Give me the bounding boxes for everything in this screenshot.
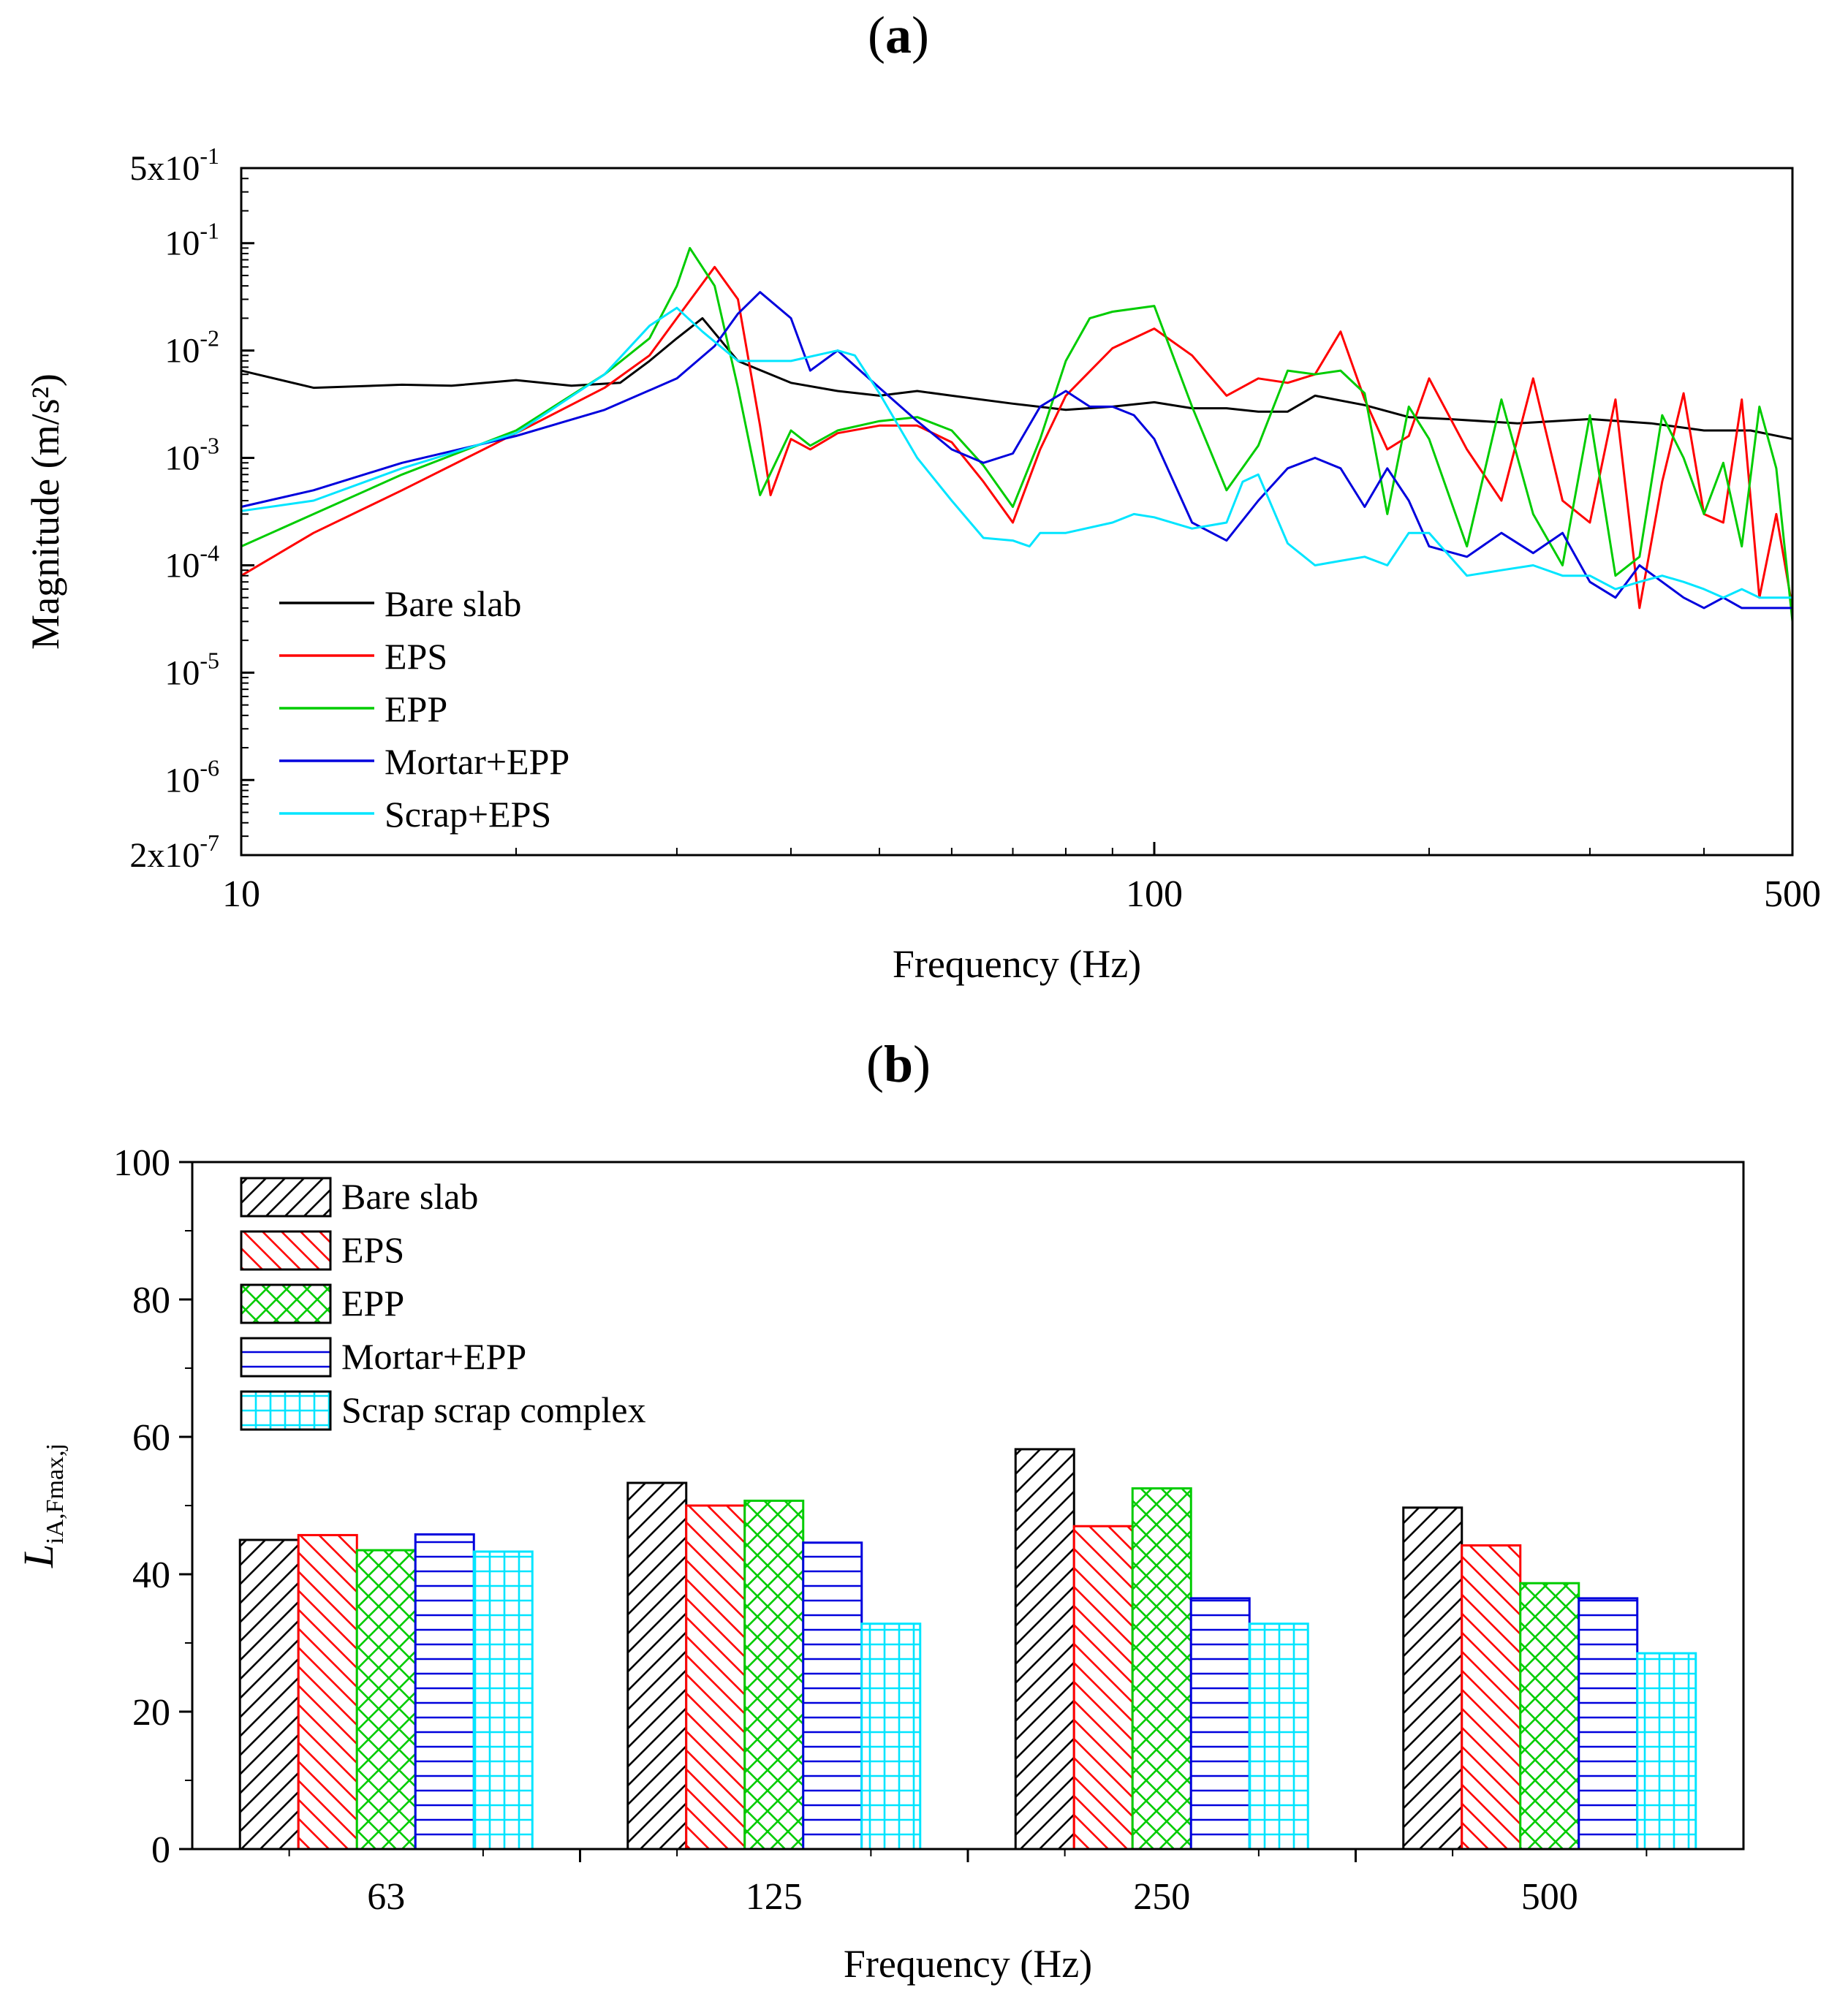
panel-b-bars-group	[238, 1448, 1697, 1851]
y-tick-label: 10-2	[164, 325, 219, 371]
x-tick-label: 500	[1521, 1876, 1578, 1918]
bar-mortar-epp-500	[1578, 1597, 1639, 1851]
y-tick-label: 2x10-7	[129, 830, 219, 875]
y-tick-exponent: -4	[200, 539, 219, 566]
y-tick-label: 10-4	[164, 539, 219, 585]
bar-scrap-scrap-complex-250	[1248, 1622, 1309, 1851]
y-tick-label: 5x10-1	[129, 143, 219, 188]
legend-label-bare-slab: Bare slab	[385, 583, 521, 624]
bar-eps-125	[685, 1504, 746, 1851]
bar-bare-slab-500	[1402, 1506, 1463, 1851]
panel-b-ticks: 0 20 40 60 80 100 63 125 250 500	[113, 1142, 1648, 1918]
legend-label-epp: EPP	[341, 1283, 404, 1324]
y-tick-mantissa: 5x10	[129, 149, 200, 188]
bar-eps-63	[297, 1533, 358, 1851]
bar-bare-slab-250	[1014, 1448, 1075, 1851]
y-tick-mantissa: 2x10	[129, 836, 200, 875]
series-line-scrap-eps	[241, 306, 1792, 599]
y-tick-label: 0	[151, 1829, 170, 1871]
y-tick-mantissa: 10	[164, 546, 200, 585]
y-tick-exponent: -5	[200, 647, 219, 673]
legend-label-mortar-epp: Mortar+EPP	[385, 741, 569, 782]
bar-eps-250	[1072, 1525, 1134, 1851]
y-tick-label: 10-5	[164, 647, 219, 692]
y-tick-mantissa: 10	[164, 439, 200, 478]
bar-epp-125	[743, 1499, 805, 1851]
panel-a-ticks: 10 100 5005x10-110-110-210-310-410-510-62x…	[129, 143, 1821, 915]
y-tick-label: 40	[132, 1555, 170, 1596]
legend-label-scrap-scrap-complex: Scrap scrap complex	[341, 1389, 646, 1430]
y-tick-mantissa: 10	[164, 653, 200, 692]
bar-epp-63	[355, 1549, 417, 1851]
panel-a-letter: a	[885, 6, 912, 64]
y-tick-label: 60	[132, 1417, 170, 1459]
bar-scrap-scrap-complex-125	[860, 1622, 922, 1851]
panel-b-bar-chart: 0 20 40 60 80 100 63 125 250 500 Bare slab EPS EPP M…	[15, 1142, 1745, 1986]
legend-label-bare-slab: Bare slab	[341, 1176, 478, 1217]
panel-b-legend: Bare slab EPS EPP Mortar+EPP Scrap scrap com…	[240, 1176, 646, 1431]
panel-b-label: (b)	[866, 1035, 931, 1093]
x-tick-label: 63	[367, 1876, 405, 1918]
x-tick-label: 10	[222, 873, 260, 915]
panel-b-y-label-sub: iA,Fmax,j	[42, 1443, 69, 1544]
x-tick-label: 250	[1133, 1876, 1190, 1918]
bar-scrap-scrap-complex-500	[1636, 1652, 1697, 1851]
bar-scrap-scrap-complex-63	[472, 1550, 534, 1851]
y-tick-label: 10-1	[164, 218, 219, 263]
legend-label-scrap-eps: Scrap+EPS	[385, 794, 551, 835]
panel-b-y-axis-label: LiA,Fmax,j	[15, 1443, 69, 1568]
bar-eps-500	[1461, 1544, 1522, 1851]
panel-a-y-axis-label: Magnitude (m/s²)	[23, 373, 67, 650]
bar-mortar-epp-250	[1189, 1597, 1251, 1851]
x-tick-label: 500	[1764, 873, 1821, 915]
bar-mortar-epp-63	[414, 1533, 475, 1851]
panel-b-y-label-main: L	[15, 1544, 62, 1568]
y-tick-exponent: -3	[200, 433, 219, 459]
y-tick-exponent: -1	[200, 143, 219, 169]
bar-epp-250	[1131, 1487, 1192, 1851]
y-tick-mantissa: 10	[164, 332, 200, 371]
legend-label-epp: EPP	[385, 688, 447, 729]
bar-bare-slab-125	[626, 1481, 688, 1851]
y-tick-exponent: -1	[200, 218, 219, 244]
y-tick-label: 80	[132, 1280, 170, 1321]
bar-epp-500	[1519, 1582, 1580, 1851]
y-tick-label: 10-6	[164, 754, 219, 800]
y-tick-mantissa: 10	[164, 224, 200, 263]
legend-swatch-scrap-scrap-complex	[240, 1390, 332, 1431]
series-line-epp	[241, 246, 1794, 622]
panel-b-x-axis-label: Frequency (Hz)	[844, 1942, 1092, 1986]
y-tick-mantissa: 10	[164, 761, 200, 800]
panel-a-line-chart: 10 100 5005x10-110-110-210-310-410-510-62x…	[23, 143, 1821, 986]
y-tick-exponent: -7	[200, 830, 219, 856]
y-tick-label: 100	[113, 1142, 170, 1184]
panel-a-series-group	[241, 246, 1794, 622]
legend-swatch-bare-slab	[240, 1177, 332, 1218]
panel-a-legend: Bare slab EPS EPP Mortar+EPP Scrap+EPS	[279, 583, 569, 835]
y-tick-exponent: -6	[200, 754, 219, 781]
legend-swatch-epp	[240, 1283, 332, 1324]
bar-mortar-epp-125	[802, 1541, 863, 1851]
legend-swatch-mortar-epp	[240, 1337, 332, 1378]
y-tick-label: 20	[132, 1692, 170, 1734]
y-tick-exponent: -2	[200, 325, 219, 352]
x-tick-label: 125	[746, 1876, 803, 1918]
series-line-eps	[241, 265, 1794, 610]
legend-label-eps: EPS	[385, 636, 447, 677]
panel-a-plot-frame	[240, 167, 1794, 857]
legend-swatch-eps	[240, 1230, 332, 1271]
panel-b-letter: b	[884, 1035, 913, 1093]
series-line-mortar-epp	[241, 291, 1792, 610]
y-tick-label: 10-3	[164, 433, 219, 478]
legend-label-eps: EPS	[341, 1229, 404, 1270]
panel-a-x-axis-label: Frequency (Hz)	[893, 942, 1141, 986]
legend-label-mortar-epp: Mortar+EPP	[341, 1336, 526, 1377]
x-tick-label: 100	[1126, 873, 1183, 915]
bar-bare-slab-63	[238, 1538, 300, 1851]
series-line-bare-slab	[241, 316, 1793, 441]
panel-a-label: (a)	[868, 6, 929, 64]
